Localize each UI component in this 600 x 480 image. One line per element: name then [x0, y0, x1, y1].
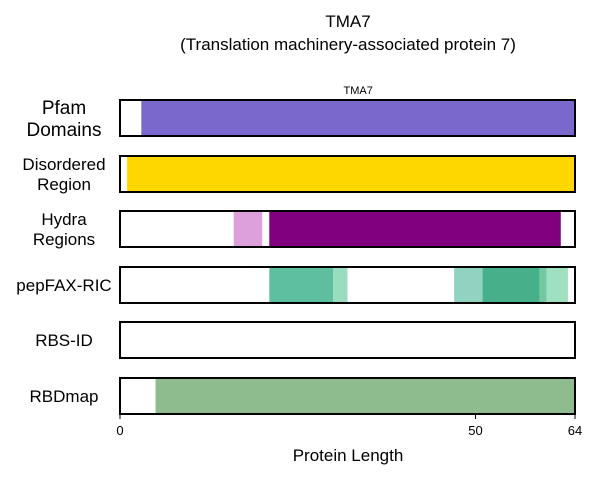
segment-label-pfam-domains-1: TMA7 — [343, 85, 372, 97]
track-label-line: pepFAX-RIC — [16, 276, 111, 295]
track-frame-rbs-id — [119, 321, 576, 359]
track-label-line: RBS-ID — [35, 331, 93, 350]
track-label-disordered-region: Disordered Region — [22, 155, 105, 194]
track-frame-rbdmap — [119, 377, 576, 415]
track-label-line: RBDmap — [30, 387, 99, 406]
x-tick-label-50: 50 — [468, 423, 482, 438]
track-label-line: Region — [37, 175, 91, 194]
track-label-pfam-domains: Pfam Domains — [27, 98, 102, 141]
segment-pfam-domains-1 — [141, 100, 575, 136]
track-label-rbs-id: RBS-ID — [35, 331, 93, 350]
track-label-hydra-regions: Hydra Regions — [33, 210, 95, 249]
segment-pepfax-ric-6 — [546, 267, 568, 303]
segment-hydra-regions-2 — [269, 211, 561, 247]
track-label-line: Disordered — [22, 155, 105, 174]
track-label-line: Pfam — [42, 98, 86, 119]
track-label-line: Regions — [33, 230, 95, 249]
track-label-line: Domains — [27, 120, 102, 141]
track-label-rbdmap: RBDmap — [30, 387, 99, 406]
x-axis: 0 50 64 — [116, 414, 582, 438]
segment-disordered-region-1 — [127, 156, 575, 192]
track-label-line: Hydra — [41, 210, 87, 229]
segment-rbdmap-1 — [155, 378, 575, 414]
segment-hydra-regions-1 — [233, 211, 263, 247]
x-tick-label-64: 64 — [568, 423, 582, 438]
segment-pepfax-ric-4 — [482, 267, 540, 303]
chart-title-line-1: TMA7 — [325, 12, 370, 31]
segment-pepfax-ric-1 — [269, 267, 334, 303]
track-frame-pfam-domains — [119, 99, 576, 137]
track-frame-pepfax-ric — [119, 266, 576, 304]
segment-pepfax-ric-3 — [454, 267, 483, 303]
track-frame-hydra-regions — [119, 210, 576, 248]
x-axis-label: Protein Length — [293, 446, 404, 465]
track-label-pepfax-ric: pepFAX-RIC — [16, 276, 111, 295]
x-tick-label-0: 0 — [116, 423, 123, 438]
track-frame-disordered-region — [119, 155, 576, 193]
chart-title-line-2: (Translation machinery-associated protei… — [180, 35, 516, 54]
segment-pepfax-ric-2 — [333, 267, 348, 303]
segment-pepfax-ric-5 — [539, 267, 547, 303]
